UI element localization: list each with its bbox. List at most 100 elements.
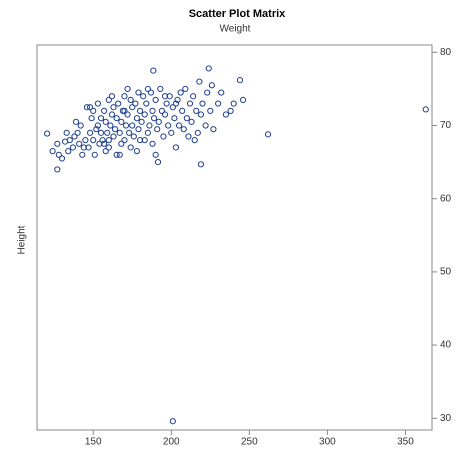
point	[104, 129, 111, 136]
point	[197, 161, 205, 168]
point	[86, 104, 94, 111]
point	[218, 89, 225, 96]
chart-title: Scatter Plot Matrix	[189, 8, 286, 20]
point	[188, 118, 195, 125]
point	[97, 129, 105, 136]
point	[230, 100, 237, 107]
point	[105, 144, 112, 151]
point	[202, 122, 209, 129]
point	[199, 100, 206, 107]
point	[86, 129, 94, 136]
point	[90, 137, 97, 144]
point	[149, 140, 156, 147]
point	[204, 89, 211, 96]
plot-frame	[36, 44, 433, 431]
point	[147, 89, 155, 96]
point	[126, 129, 133, 136]
point	[150, 115, 158, 122]
point	[65, 148, 72, 155]
point	[90, 107, 97, 114]
point	[152, 151, 159, 158]
x-tick-label: 200	[163, 437, 180, 448]
point	[71, 133, 78, 140]
point	[115, 100, 122, 107]
point	[99, 137, 106, 144]
point	[94, 122, 101, 129]
point	[422, 106, 429, 113]
point	[169, 418, 176, 425]
point	[133, 115, 141, 122]
point	[138, 118, 145, 125]
point	[171, 115, 178, 122]
point	[172, 100, 180, 107]
point	[93, 126, 100, 133]
point	[140, 93, 147, 100]
point	[54, 140, 61, 147]
point	[136, 137, 144, 144]
point	[158, 107, 166, 114]
point	[264, 131, 272, 138]
point	[77, 122, 84, 129]
point	[91, 151, 98, 158]
point	[127, 96, 134, 103]
point	[177, 89, 184, 96]
point	[83, 104, 91, 111]
point	[160, 133, 167, 140]
point	[144, 129, 151, 136]
point	[88, 115, 95, 122]
x-tick-label: 350	[397, 437, 414, 448]
point	[85, 144, 92, 151]
point	[143, 100, 150, 107]
point	[194, 129, 201, 136]
point	[141, 111, 148, 118]
point	[122, 122, 130, 129]
point	[76, 140, 83, 147]
point	[133, 148, 141, 155]
point	[236, 77, 244, 84]
point	[152, 96, 159, 103]
point	[80, 144, 87, 151]
point	[116, 129, 123, 136]
point	[136, 107, 144, 114]
point	[182, 85, 189, 93]
point	[129, 122, 136, 129]
point	[44, 130, 51, 137]
point	[63, 129, 70, 136]
point	[166, 93, 173, 100]
point	[210, 126, 217, 133]
y-tick-label: 40	[440, 340, 452, 351]
point	[130, 133, 137, 140]
point	[193, 107, 200, 114]
point	[72, 118, 80, 125]
point	[113, 115, 120, 122]
point	[150, 67, 157, 74]
point	[118, 118, 125, 125]
point	[49, 148, 56, 155]
x-tick-label: 300	[319, 437, 336, 448]
y-tick-label: 70	[440, 120, 452, 131]
point	[208, 82, 215, 89]
y-tick-label: 50	[440, 267, 452, 278]
point	[172, 144, 180, 151]
point	[96, 140, 103, 147]
point	[74, 129, 81, 136]
point	[116, 151, 123, 158]
point	[215, 100, 222, 107]
point	[118, 140, 125, 147]
point	[157, 85, 164, 93]
y-tick-label: 30	[440, 413, 452, 424]
point	[141, 137, 148, 144]
point	[101, 107, 108, 114]
point	[227, 107, 234, 114]
point	[110, 104, 117, 111]
point	[121, 93, 128, 100]
point	[127, 144, 134, 151]
point	[113, 151, 120, 158]
point	[124, 111, 131, 118]
point	[168, 129, 175, 136]
point	[222, 111, 230, 118]
point	[180, 126, 187, 133]
point	[205, 65, 212, 72]
point	[161, 111, 169, 118]
x-tick-label: 150	[85, 437, 102, 448]
